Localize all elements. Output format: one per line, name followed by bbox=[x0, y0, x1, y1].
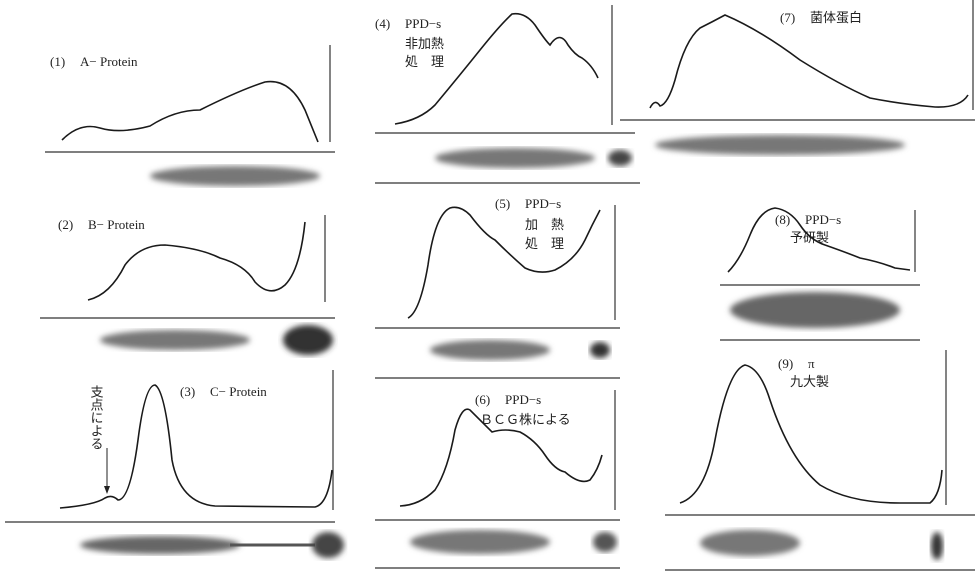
panel: (6) PPD−s ＢＣＧ株による bbox=[375, 390, 620, 569]
panel-line: 予研製 bbox=[790, 230, 829, 245]
panel-line: 非加熱 bbox=[405, 36, 444, 51]
panel-title: B− Protein bbox=[88, 217, 145, 232]
panel: (2) B− Protein bbox=[40, 215, 335, 355]
band bbox=[700, 530, 800, 556]
band bbox=[931, 532, 943, 560]
curve bbox=[727, 207, 911, 273]
panel-line: 処 理 bbox=[405, 54, 444, 69]
curve bbox=[61, 80, 319, 143]
panel-title: 菌体蛋白 bbox=[810, 10, 862, 25]
panel-number: (9) bbox=[778, 356, 793, 371]
band bbox=[608, 150, 632, 166]
panel-title: A− Protein bbox=[80, 54, 138, 69]
arrow-head bbox=[104, 486, 110, 494]
panel-line: 処 理 bbox=[525, 236, 564, 251]
curve bbox=[87, 221, 306, 301]
panel-line: ＢＣＧ株による bbox=[480, 412, 571, 427]
curve bbox=[679, 364, 943, 504]
panel-title: PPD−s bbox=[405, 16, 441, 31]
panel: (8) PPD−s 予研製 bbox=[720, 207, 920, 341]
band bbox=[435, 148, 595, 168]
band bbox=[80, 536, 240, 554]
panel: (9) π 九大製 bbox=[665, 350, 975, 571]
curve bbox=[394, 12, 599, 125]
panel-title: PPD−s bbox=[525, 196, 561, 211]
panel-number: (8) bbox=[775, 212, 790, 227]
panel-title: π bbox=[808, 356, 815, 371]
panel-title: C− Protein bbox=[210, 384, 267, 399]
panel-number: (7) bbox=[780, 10, 795, 25]
panel: (5) PPD−s 加 熱 処 理 bbox=[375, 196, 620, 379]
panel-line: 九大製 bbox=[790, 374, 829, 389]
panel: (3) C− Protein 支点による bbox=[5, 370, 344, 558]
panel: (1) A− Protein bbox=[45, 45, 335, 186]
curve bbox=[407, 206, 601, 319]
band bbox=[100, 330, 250, 350]
panel: (4) PPD−s 非加熱 処 理 bbox=[375, 5, 640, 184]
panel-number: (5) bbox=[495, 196, 510, 211]
curve bbox=[399, 408, 603, 507]
band bbox=[430, 340, 550, 360]
curve bbox=[59, 384, 333, 509]
curve bbox=[649, 14, 969, 109]
panel-number: (4) bbox=[375, 16, 390, 31]
band bbox=[655, 135, 905, 155]
panel: (7) 菌体蛋白 bbox=[620, 0, 975, 155]
panel-number: (2) bbox=[58, 217, 73, 232]
band bbox=[150, 166, 320, 186]
panel-title: PPD−s bbox=[505, 392, 541, 407]
band bbox=[283, 325, 333, 355]
panel-number: (1) bbox=[50, 54, 65, 69]
band bbox=[590, 342, 610, 358]
band bbox=[730, 292, 900, 328]
panel-line: 加 熱 bbox=[525, 217, 564, 232]
annotation: 支点による bbox=[89, 385, 104, 450]
band bbox=[593, 532, 617, 552]
panel-number: (3) bbox=[180, 384, 195, 399]
band bbox=[312, 532, 344, 558]
panel-number: (6) bbox=[475, 392, 490, 407]
band bbox=[410, 530, 550, 554]
panel-title: PPD−s bbox=[805, 212, 841, 227]
